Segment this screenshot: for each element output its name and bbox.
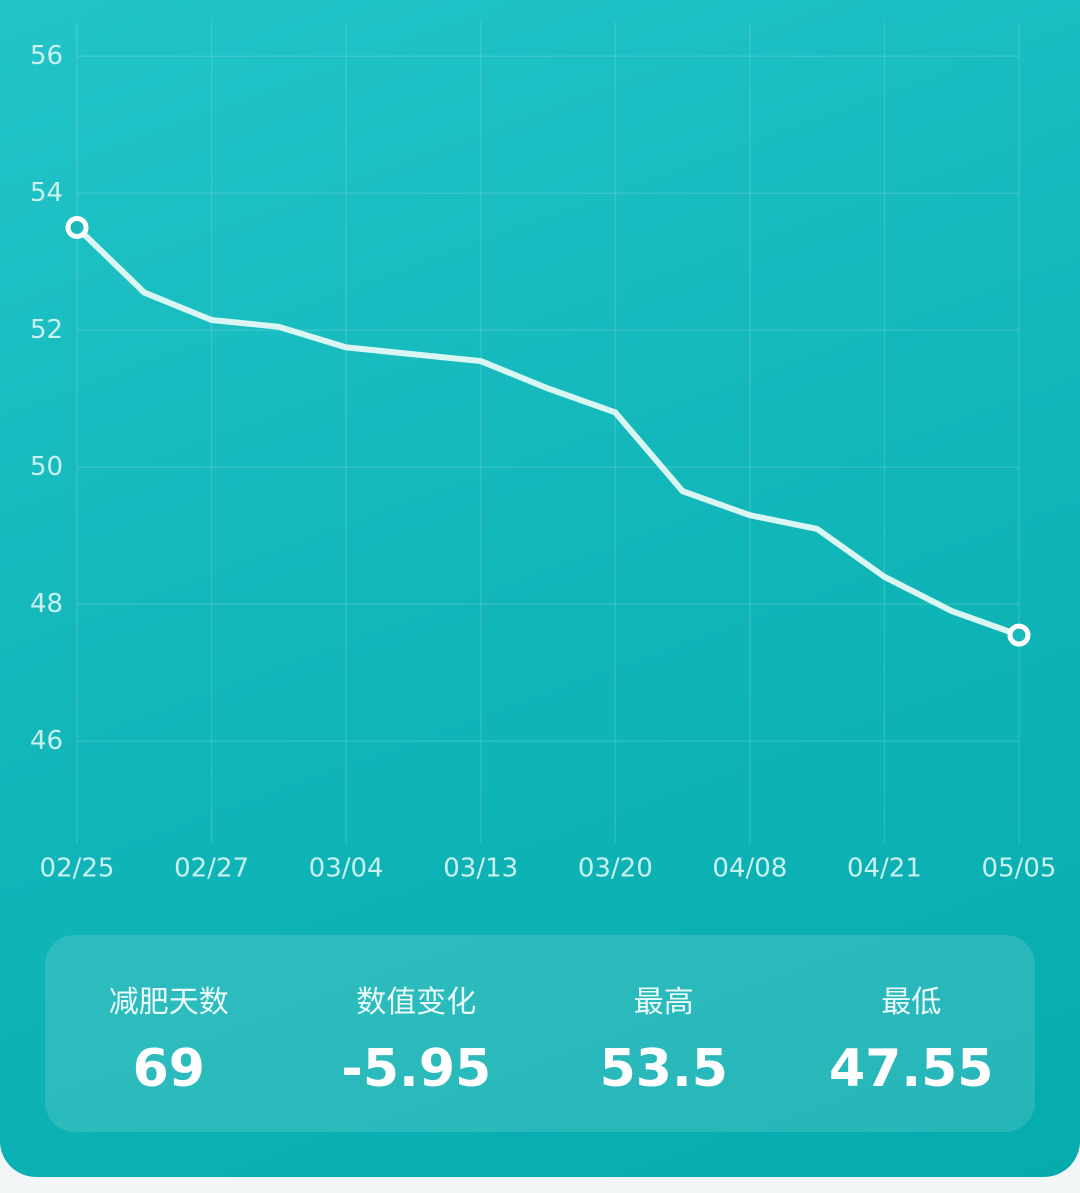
- y-tick-label: 48: [30, 589, 63, 619]
- y-tick-label: 54: [30, 178, 63, 208]
- stat-value: 69: [132, 1039, 205, 1099]
- x-tick-label: 02/27: [174, 854, 249, 884]
- stat-value: -5.95: [341, 1039, 492, 1099]
- x-tick-label: 04/21: [847, 854, 922, 884]
- stat-label: 最低: [881, 985, 942, 1020]
- stat-value: 47.55: [829, 1039, 994, 1099]
- stat-label: 最高: [633, 985, 694, 1020]
- y-tick-label: 50: [30, 452, 63, 482]
- y-tick-label: 52: [30, 315, 63, 345]
- x-tick-label: 05/05: [982, 854, 1057, 884]
- end-marker: [1007, 623, 1031, 647]
- stat: 数值变化 -5.95: [293, 935, 541, 1132]
- series-line: [74, 225, 1021, 638]
- x-tick-label: 04/08: [712, 854, 787, 884]
- stats-panel: 减肥天数 69 数值变化 -5.95 最高 53.5 最低 47.55: [45, 935, 1035, 1132]
- stat-label: 减肥天数: [108, 985, 229, 1020]
- stat: 最低 47.55: [788, 935, 1036, 1132]
- y-tick-label: 56: [30, 41, 63, 71]
- stat: 减肥天数 69: [45, 935, 293, 1132]
- stat-label: 数值变化: [356, 985, 477, 1020]
- stat: 最高 53.5: [540, 935, 788, 1132]
- chart: 46 48 50 52 54 56 02/25 02/27 03/04 03/13 03/20 04/…: [30, 40, 1057, 884]
- x-tick-label: 03/04: [309, 854, 384, 884]
- x-tick-label: 03/13: [443, 854, 518, 884]
- x-tick-label: 03/20: [578, 854, 653, 884]
- stat-value: 53.5: [599, 1039, 728, 1099]
- y-tick-label: 46: [30, 726, 63, 756]
- end-marker: [65, 216, 89, 239]
- x-tick-label: 02/25: [40, 854, 115, 884]
